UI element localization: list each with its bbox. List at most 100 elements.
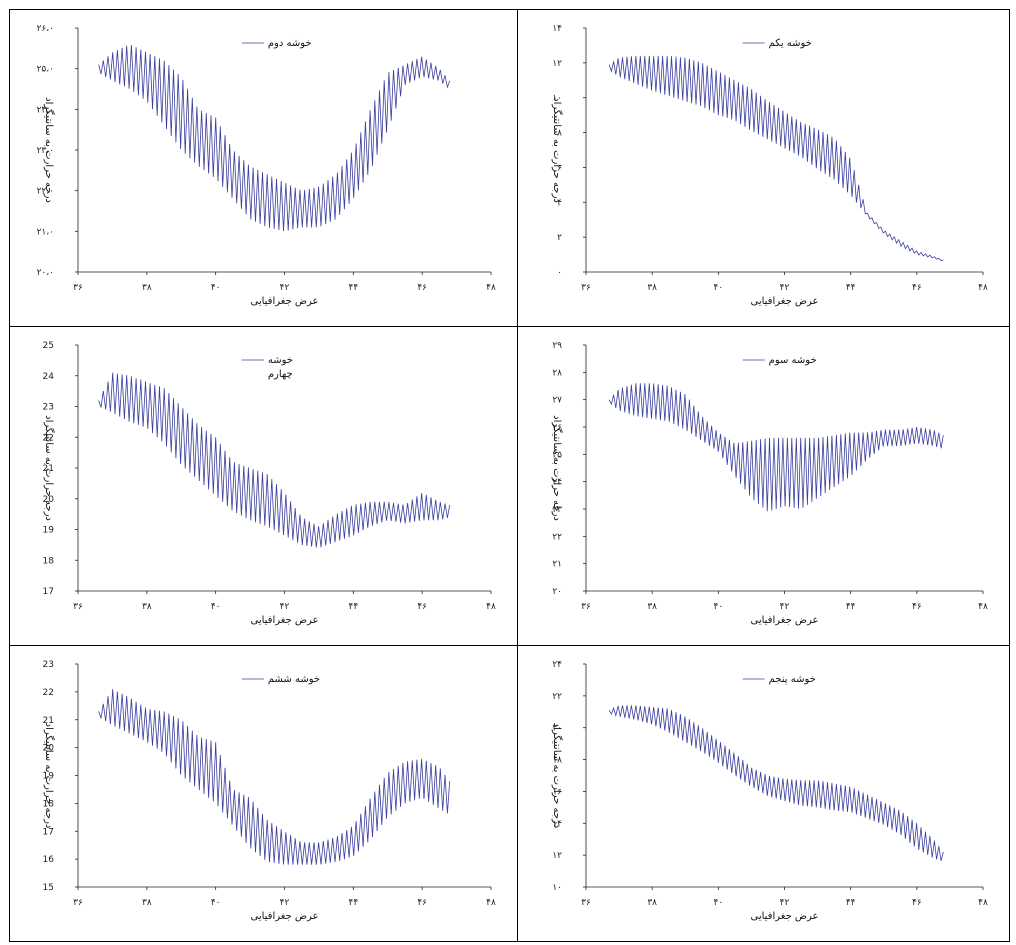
y-tick-label: 18	[43, 799, 55, 809]
y-tick-label: 17	[43, 827, 54, 837]
chart-panel-6: ۱۰ ۱۲ ۱۴ ۱۶ ۱۸ ۲۰ ۲۲ ۲۴ ۳۶ ۳۸ ۴۰ ۴۲ ۴۴ ۴۶ ۴۸ عرض جغرافی…	[517, 645, 1010, 942]
y-tick-label: ۱۲	[552, 59, 562, 69]
series-line	[608, 55, 944, 262]
y-tick-label: ۲۳	[552, 505, 562, 515]
y-tick-label: ۲۰	[552, 724, 562, 734]
x-tick-label: ۴۶	[417, 898, 427, 908]
x-tick-label: ۴۸	[486, 283, 496, 293]
y-tick-label: ۱۶	[552, 787, 562, 797]
chart-svg: 17 18 19 20 21 22 23 24 25 ۳۶ ۳۸ ۴۰ ۴۲ ۴۴ ۴۶ ۴۸ عرض جغرا…	[43, 341, 496, 626]
y-tick-label: ۱۰	[552, 94, 562, 104]
y-tick-label: 19	[43, 772, 55, 782]
x-tick-label: ۳۸	[647, 898, 657, 908]
y-tick-label: 21	[43, 716, 54, 726]
legend-label: خوشه دوم	[268, 38, 312, 49]
x-tick-label: ۴۰	[211, 283, 221, 293]
y-tick-label: 24	[43, 372, 55, 382]
y-tick-label: ۲۷	[552, 396, 562, 406]
y-tick-label: ۲۳،۰	[37, 146, 54, 156]
legend-label: خوشه یکم	[769, 38, 812, 49]
y-tick-label: ۰	[557, 268, 562, 278]
y-tick-label: ۲۸	[552, 368, 562, 378]
x-tick-label: ۳۶	[581, 283, 591, 293]
x-tick-label: ۴۰	[713, 283, 723, 293]
x-tick-label: ۴۴	[846, 283, 856, 293]
y-tick-label: 23	[43, 403, 54, 413]
y-tick-label: 19	[43, 526, 55, 536]
x-tick-label: ۳۸	[142, 283, 152, 293]
x-tick-label: ۴۸	[486, 898, 496, 908]
x-tick-label: ۴۴	[846, 602, 856, 612]
y-axis-title: درجه حرارت به سانتیگراد	[551, 97, 563, 203]
x-tick-label: ۴۰	[211, 898, 221, 908]
x-axis-title: عرض جغرافیایی	[250, 911, 318, 922]
y-tick-label: ۲۶،۰	[37, 24, 54, 34]
y-tick-label: ۱۸	[552, 756, 562, 766]
x-tick-label: ۳۸	[647, 283, 657, 293]
x-tick-label: ۳۶	[73, 602, 83, 612]
x-axis-title: عرض جغرافیایی	[750, 911, 818, 922]
y-tick-label: ۸	[557, 129, 562, 139]
y-tick-label: 15	[43, 883, 54, 893]
y-tick-label: ۲۲	[552, 692, 562, 702]
series-line	[98, 689, 451, 865]
x-axis-title: عرض جغرافیایی	[250, 296, 318, 307]
x-tick-label: ۴۰	[211, 602, 221, 612]
x-tick-label: ۴۸	[978, 283, 988, 293]
y-tick-label: 23	[43, 660, 54, 670]
y-axis-title: درجه حرارت به سانتیگراد	[43, 97, 55, 203]
y-tick-label: ۲۲	[552, 532, 562, 542]
chart-svg: ۲۰،۰ ۲۱،۰ ۲۲،۰ ۲۳،۰ ۲۴،۰ ۲۵،۰ ۲۶،۰ ۳۶ ۳۸ ۴۰ ۴۲ ۴۴ ۴۶…	[37, 24, 496, 307]
chart-panel-2: ۰ ۲ ۴ ۶ ۸ ۱۰ ۱۲ ۱۴ ۳۶ ۳۸ ۴۰ ۴۲ ۴۴ ۴۶ ۴۸ عرض جغرافیایی در…	[517, 9, 1010, 327]
y-tick-label: ۲۰،۰	[37, 268, 54, 278]
x-tick-label: ۴۲	[780, 283, 790, 293]
y-tick-label: ۱۲	[552, 851, 562, 861]
x-tick-label: ۴۶	[912, 602, 922, 612]
y-tick-label: ۲	[557, 233, 562, 243]
x-tick-label: ۴۸	[978, 602, 988, 612]
x-tick-label: ۴۲	[280, 602, 290, 612]
x-tick-label: ۳۶	[581, 602, 591, 612]
x-tick-label: ۳۶	[73, 898, 83, 908]
y-tick-label: ۲۶	[552, 423, 562, 433]
y-tick-label: ۲۵	[552, 450, 562, 460]
chart-grid: ۲۰،۰ ۲۱،۰ ۲۲،۰ ۲۳،۰ ۲۴،۰ ۲۵،۰ ۲۶،۰ ۳۶ ۳۸ ۴۰ ۴۲ ۴۴ ۴۶…	[9, 9, 1010, 942]
x-tick-label: ۴۰	[713, 602, 723, 612]
legend-label: خوشه سوم	[769, 355, 817, 366]
y-tick-label: ۱۴	[552, 24, 562, 34]
y-axis-title: درجه حرارت به سانتیگراد	[551, 415, 563, 521]
y-axis-title: درجه حرارت به سانتیگراد	[43, 415, 55, 521]
y-tick-label: 21	[43, 464, 54, 474]
chart-panel-4: ۲۰ ۲۱ ۲۲ ۲۳ ۲۴ ۲۵ ۲۶ ۲۷ ۲۸ ۲۹ ۳۶ ۳۸ ۴۰ ۴۲ ۴۴ ۴۶ ۴۸ عرض جغ…	[517, 326, 1010, 646]
y-tick-label: ۲۹	[552, 341, 562, 351]
y-tick-label: ۲۴،۰	[37, 105, 54, 115]
y-tick-label: ۲۴	[552, 660, 562, 670]
y-tick-label: 22	[43, 433, 54, 443]
legend-label-line2: چهارم	[268, 369, 293, 380]
x-tick-label: ۴۸	[486, 602, 496, 612]
series-line	[608, 705, 944, 861]
x-tick-label: ۴۸	[978, 898, 988, 908]
y-tick-label: ۴	[557, 198, 562, 208]
x-tick-label: ۴۲	[780, 898, 790, 908]
x-tick-label: ۴۲	[780, 602, 790, 612]
chart-panel-3: 17 18 19 20 21 22 23 24 25 ۳۶ ۳۸ ۴۰ ۴۲ ۴۴ ۴۶ ۴۸ عرض جغرا…	[9, 326, 518, 646]
x-tick-label: ۳۸	[142, 898, 152, 908]
x-tick-label: ۴۰	[713, 898, 723, 908]
x-tick-label: ۴۶	[417, 602, 427, 612]
x-tick-label: ۴۲	[280, 283, 290, 293]
chart-svg: ۱۰ ۱۲ ۱۴ ۱۶ ۱۸ ۲۰ ۲۲ ۲۴ ۳۶ ۳۸ ۴۰ ۴۲ ۴۴ ۴۶ ۴۸ عرض جغرافی…	[551, 660, 988, 922]
legend-label: خوشه ششم	[268, 674, 320, 685]
x-axis-title: عرض جغرافیایی	[750, 296, 818, 307]
series-line	[98, 372, 451, 548]
y-tick-label: ۱۴	[552, 819, 562, 829]
y-axis-title: درجه حرارت به سانتیگراد	[551, 723, 563, 829]
y-tick-label: ۲۵،۰	[37, 65, 54, 75]
x-axis-title: عرض جغرافیایی	[750, 615, 818, 626]
chart-svg: ۲۰ ۲۱ ۲۲ ۲۳ ۲۴ ۲۵ ۲۶ ۲۷ ۲۸ ۲۹ ۳۶ ۳۸ ۴۰ ۴۲ ۴۴ ۴۶ ۴۸ عرض جغ…	[551, 341, 988, 626]
series-line	[98, 45, 451, 232]
x-tick-label: ۴۶	[912, 283, 922, 293]
y-tick-label: 20	[43, 495, 55, 505]
y-tick-label: ۲۱	[552, 560, 562, 570]
